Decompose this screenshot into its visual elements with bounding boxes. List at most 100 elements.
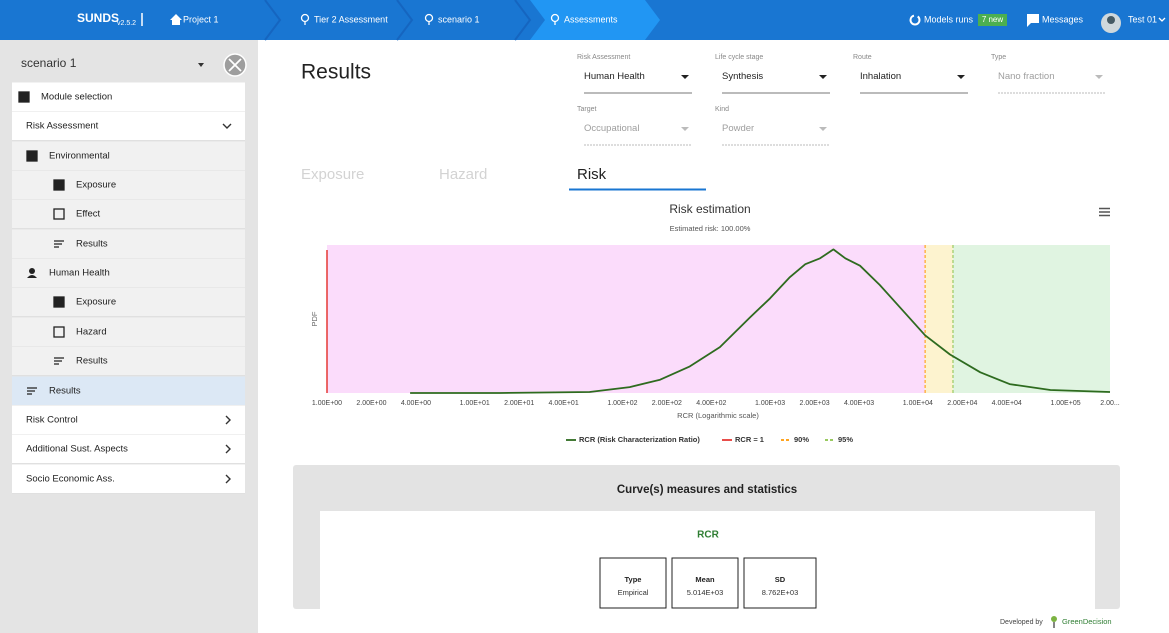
menu-item[interactable]: Socio Economic Ass.: [26, 474, 115, 485]
crumb[interactable]: Project 1: [183, 14, 219, 24]
risk-band: [327, 245, 926, 393]
x-tick-label: 1.00E+04: [903, 400, 933, 407]
y-axis-label: PDF: [310, 311, 319, 326]
menu-item[interactable]: Exposure: [76, 180, 116, 191]
select-caret: [198, 63, 204, 67]
menu-item[interactable]: Results: [49, 386, 81, 397]
menu-row: [12, 229, 245, 259]
logo: [1051, 616, 1057, 622]
filter-label: Life cycle stage: [715, 54, 763, 61]
filter-caret: [1095, 75, 1103, 79]
crumb-sep: [514, 0, 532, 41]
menu-item[interactable]: Risk Assessment: [26, 121, 99, 132]
x-tick-label: 2.00E+02: [652, 400, 682, 407]
menu-item[interactable]: Hazard: [76, 327, 107, 338]
menu-item[interactable]: Effect: [76, 209, 100, 220]
tab[interactable]: Exposure: [301, 166, 364, 183]
crumb-sep: [264, 0, 282, 41]
messages-icon: [1027, 14, 1039, 27]
risk-band: [952, 245, 1110, 393]
menu-item[interactable]: Results: [76, 356, 108, 367]
user-caret: [1158, 17, 1166, 22]
badge-bg: [978, 14, 1007, 26]
menu-row: [12, 317, 245, 347]
filter-value[interactable]: Human Health: [584, 71, 645, 82]
filter-label: Type: [991, 54, 1006, 61]
filter-value: Occupational: [584, 123, 639, 134]
crumb[interactable]: Assessments: [564, 14, 618, 24]
x-tick-label: 4.00E+03: [844, 400, 874, 407]
crumb[interactable]: scenario 1: [438, 14, 480, 24]
home-icon: [170, 14, 182, 25]
stats-title: Curve(s) measures and statistics: [617, 484, 797, 496]
x-tick-label: 1.00E+05: [1050, 400, 1080, 407]
menu-item[interactable]: Risk Control: [26, 415, 78, 426]
legend-entry[interactable]: RCR = 1: [735, 435, 764, 444]
filter-value[interactable]: Inhalation: [860, 71, 901, 82]
chevron: [225, 415, 231, 425]
crumb[interactable]: Tier 2 Assessment: [314, 14, 388, 24]
messages[interactable]: Messages: [1042, 14, 1084, 24]
curve: [410, 248, 1111, 394]
menu-item[interactable]: Results: [76, 239, 108, 250]
menu-row: [12, 287, 245, 317]
menu-icon: [27, 387, 37, 395]
legend-entry[interactable]: RCR (Risk Characterization Ratio): [579, 435, 700, 444]
user[interactable]: Test 01: [1128, 14, 1157, 24]
chart-menu[interactable]: [1099, 207, 1110, 217]
tab[interactable]: Risk: [577, 166, 607, 183]
menu-row: [12, 405, 245, 435]
filter-caret: [819, 75, 827, 79]
legend-entry[interactable]: 95%: [838, 435, 853, 444]
filter-value: Nano fraction: [998, 71, 1055, 82]
menu-item[interactable]: Module selection: [41, 92, 112, 103]
footer-brand: GreenDecision: [1062, 617, 1112, 626]
version: v2.5.2: [117, 20, 136, 27]
x-tick-label: 2.00E+01: [504, 400, 534, 407]
menu-icon: [26, 150, 38, 162]
stats-value: 8.762E+03: [762, 588, 799, 597]
bulb-icon: [300, 13, 310, 23]
chevron: [222, 123, 232, 129]
menu-icon: [54, 357, 64, 365]
stats-cell: [743, 557, 817, 609]
runs-icon: [909, 14, 921, 26]
close-icon: [228, 58, 242, 72]
chevron: [225, 444, 231, 454]
developed-by: Developed by: [1000, 619, 1043, 626]
legend-entry[interactable]: 90%: [794, 435, 809, 444]
stats-cell: [599, 557, 667, 609]
stats-value: Empirical: [618, 588, 649, 597]
bulb-icon: [424, 13, 434, 23]
x-tick-label: 4.00E+02: [696, 400, 726, 407]
chart-title: Risk estimation: [669, 202, 750, 216]
scenario-select[interactable]: scenario 1: [21, 56, 77, 70]
filter-value[interactable]: Synthesis: [722, 71, 763, 82]
x-tick-label: 4.00E+01: [549, 400, 579, 407]
stats-header: Type: [625, 575, 642, 584]
x-tick-label: 4.00E+00: [401, 400, 431, 407]
badge: 7 new: [982, 15, 1004, 24]
crumb-sep: [396, 0, 414, 41]
menu-item[interactable]: Exposure: [76, 297, 116, 308]
bulb-icon: [550, 13, 560, 23]
brand: SUNDS: [77, 11, 119, 25]
models-runs[interactable]: Models runs: [924, 14, 974, 24]
menu-row: [12, 346, 245, 376]
menu-icon: [53, 208, 65, 220]
x-tick-label: 4.00E+04: [992, 400, 1022, 407]
menu-item[interactable]: Additional Sust. Aspects: [26, 444, 128, 455]
tab[interactable]: Hazard: [439, 166, 487, 183]
filter-label: Risk Assessment: [577, 54, 630, 61]
chart-subtitle: Estimated risk: 100.00%: [670, 224, 751, 233]
filter-caret: [681, 75, 689, 79]
active-crumb-bg: [530, 0, 660, 40]
stats-series: RCR: [697, 530, 719, 541]
stats-header: SD: [775, 575, 786, 584]
chevron: [225, 474, 231, 484]
page-title: Results: [301, 61, 371, 84]
menu-item[interactable]: Environmental: [49, 151, 110, 162]
menu-icon: [53, 326, 65, 338]
menu-item[interactable]: Human Health: [49, 268, 110, 279]
